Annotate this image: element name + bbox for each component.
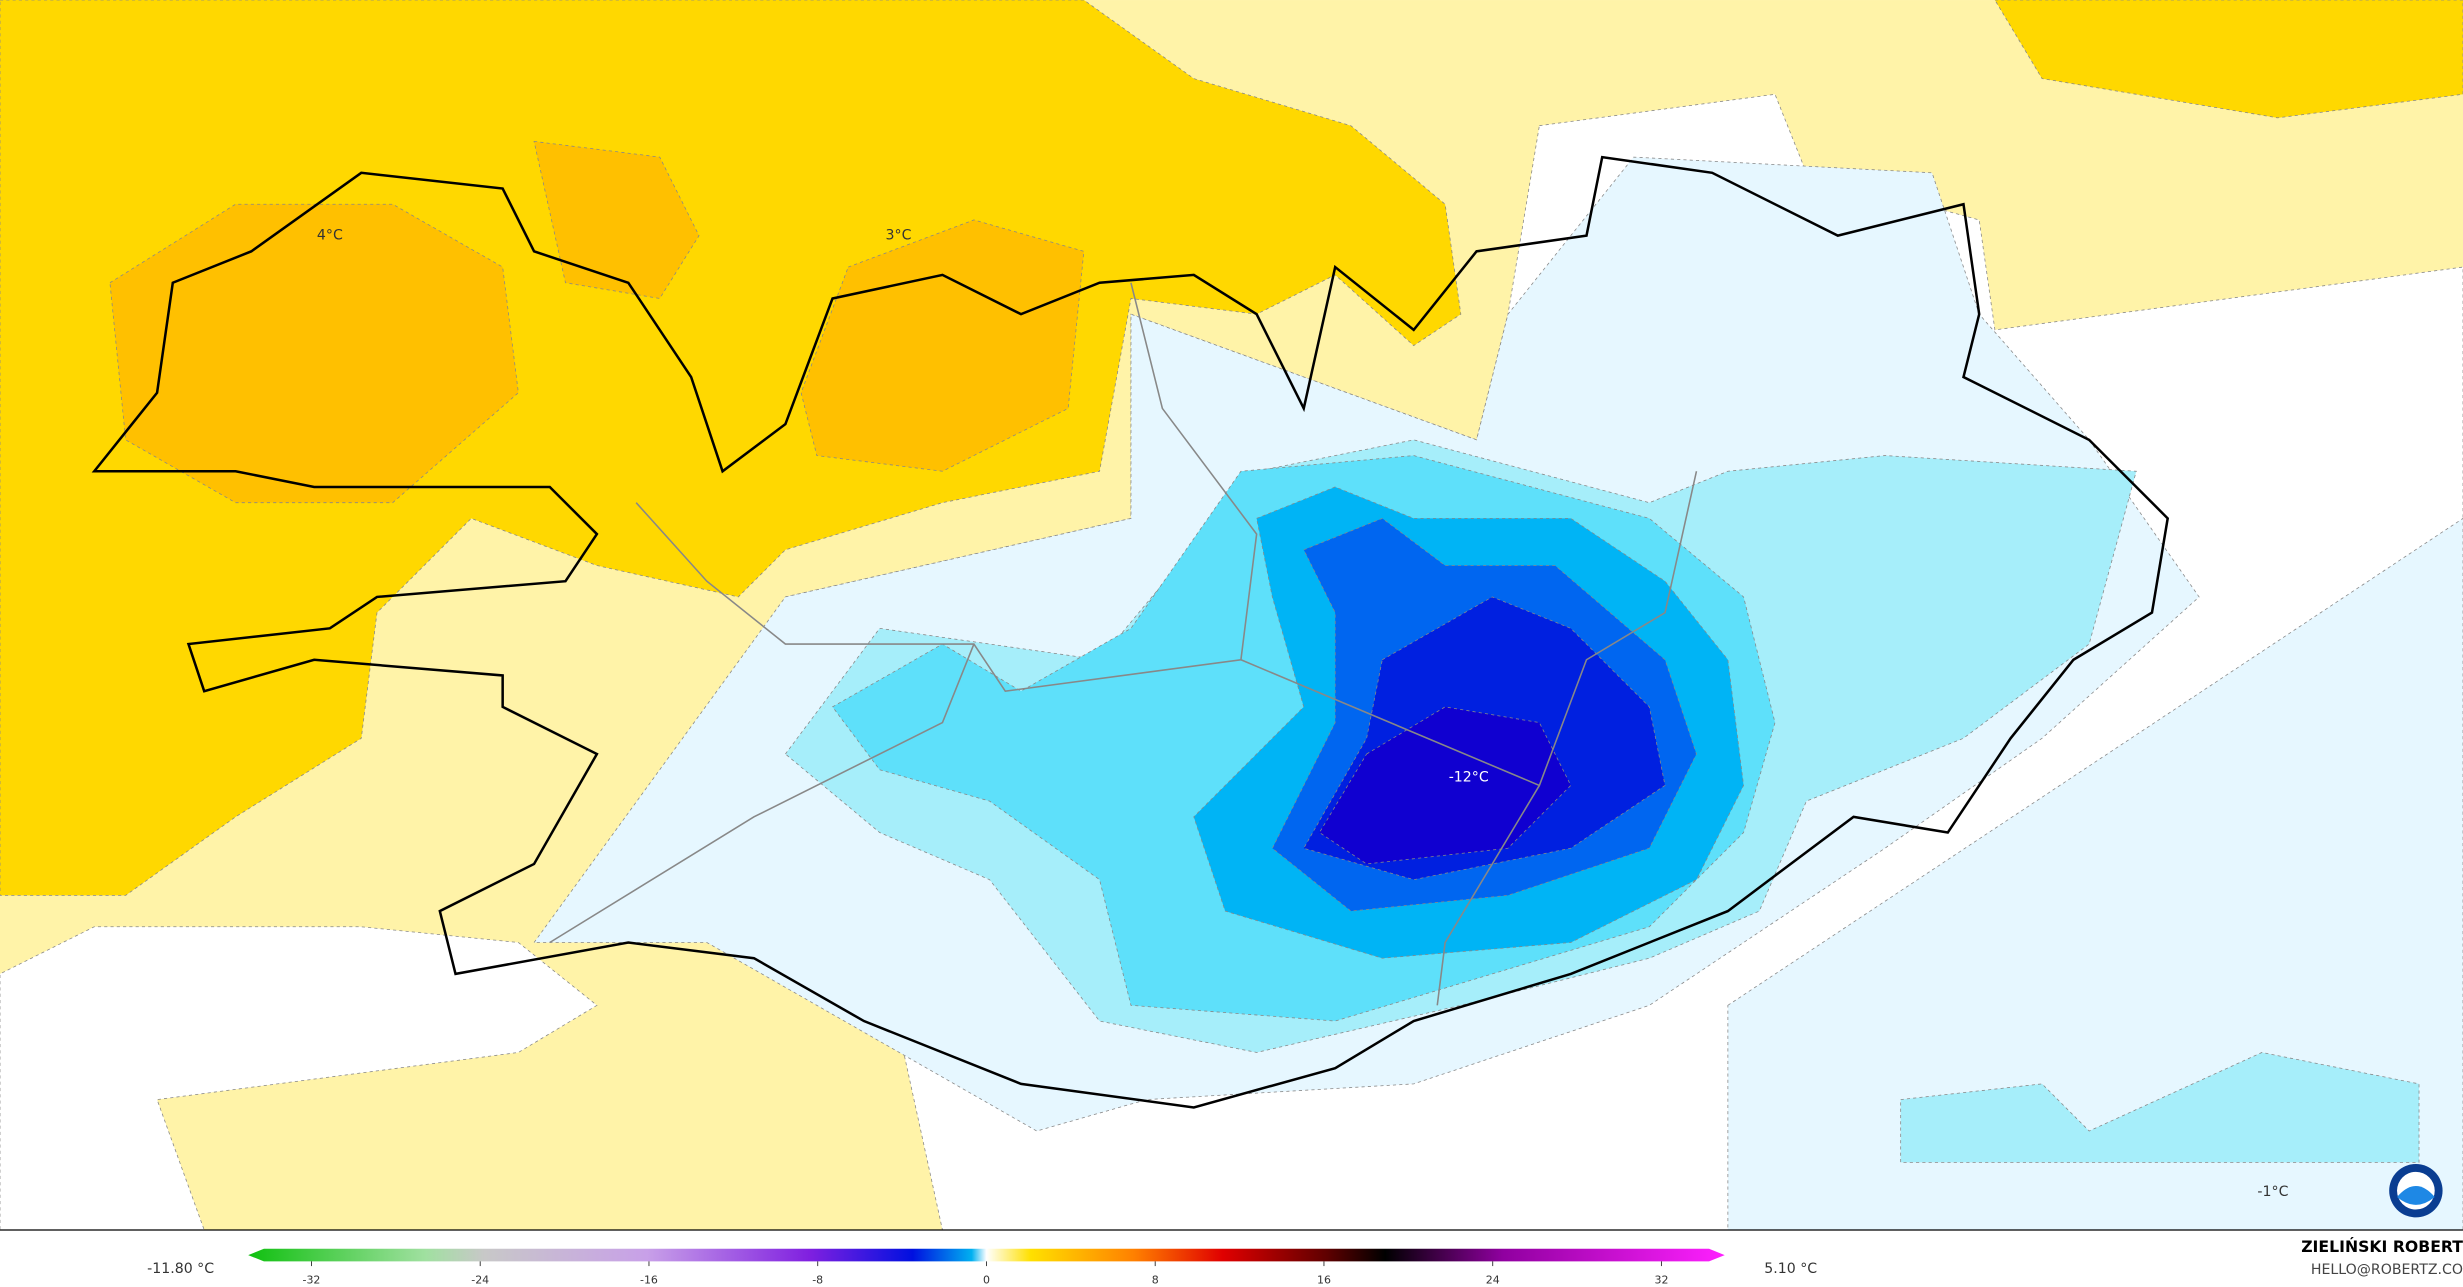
- coastline: [91, 155, 2170, 1109]
- map-label: 3°C: [886, 228, 912, 244]
- colorbar-tick-label: 0: [983, 1273, 990, 1286]
- map-label: 4°C: [317, 228, 343, 244]
- legend-max: 5.10 °C: [1764, 1261, 1817, 1277]
- credit-name: ZIELIŃSKI ROBERT: [2301, 1237, 2463, 1256]
- noaa-logo: [2389, 1163, 2443, 1218]
- colorbar-tick-label: -16: [640, 1273, 658, 1286]
- colorbar-tick-label: 24: [1486, 1273, 1500, 1286]
- colorbar-tick-label: -24: [471, 1273, 489, 1286]
- colorbar-tick-label: 32: [1654, 1273, 1668, 1286]
- colorbar-tick-label: -32: [302, 1273, 320, 1286]
- colorbar-tick-label: 8: [1152, 1273, 1159, 1286]
- colorbar: [248, 1248, 1725, 1262]
- colorbar-tick-label: 16: [1317, 1273, 1331, 1286]
- temperature-field: [0, 0, 2463, 1231]
- region-borders: [549, 282, 1698, 1006]
- map-label: -1°C: [2257, 1184, 2288, 1200]
- credit-contact: HELLO@ROBERTZ.CO: [2311, 1262, 2463, 1278]
- legend-min: -11.80 °C: [147, 1261, 214, 1277]
- colorbar-tick-label: -8: [812, 1273, 823, 1286]
- map-label: -12°C: [1449, 770, 1489, 786]
